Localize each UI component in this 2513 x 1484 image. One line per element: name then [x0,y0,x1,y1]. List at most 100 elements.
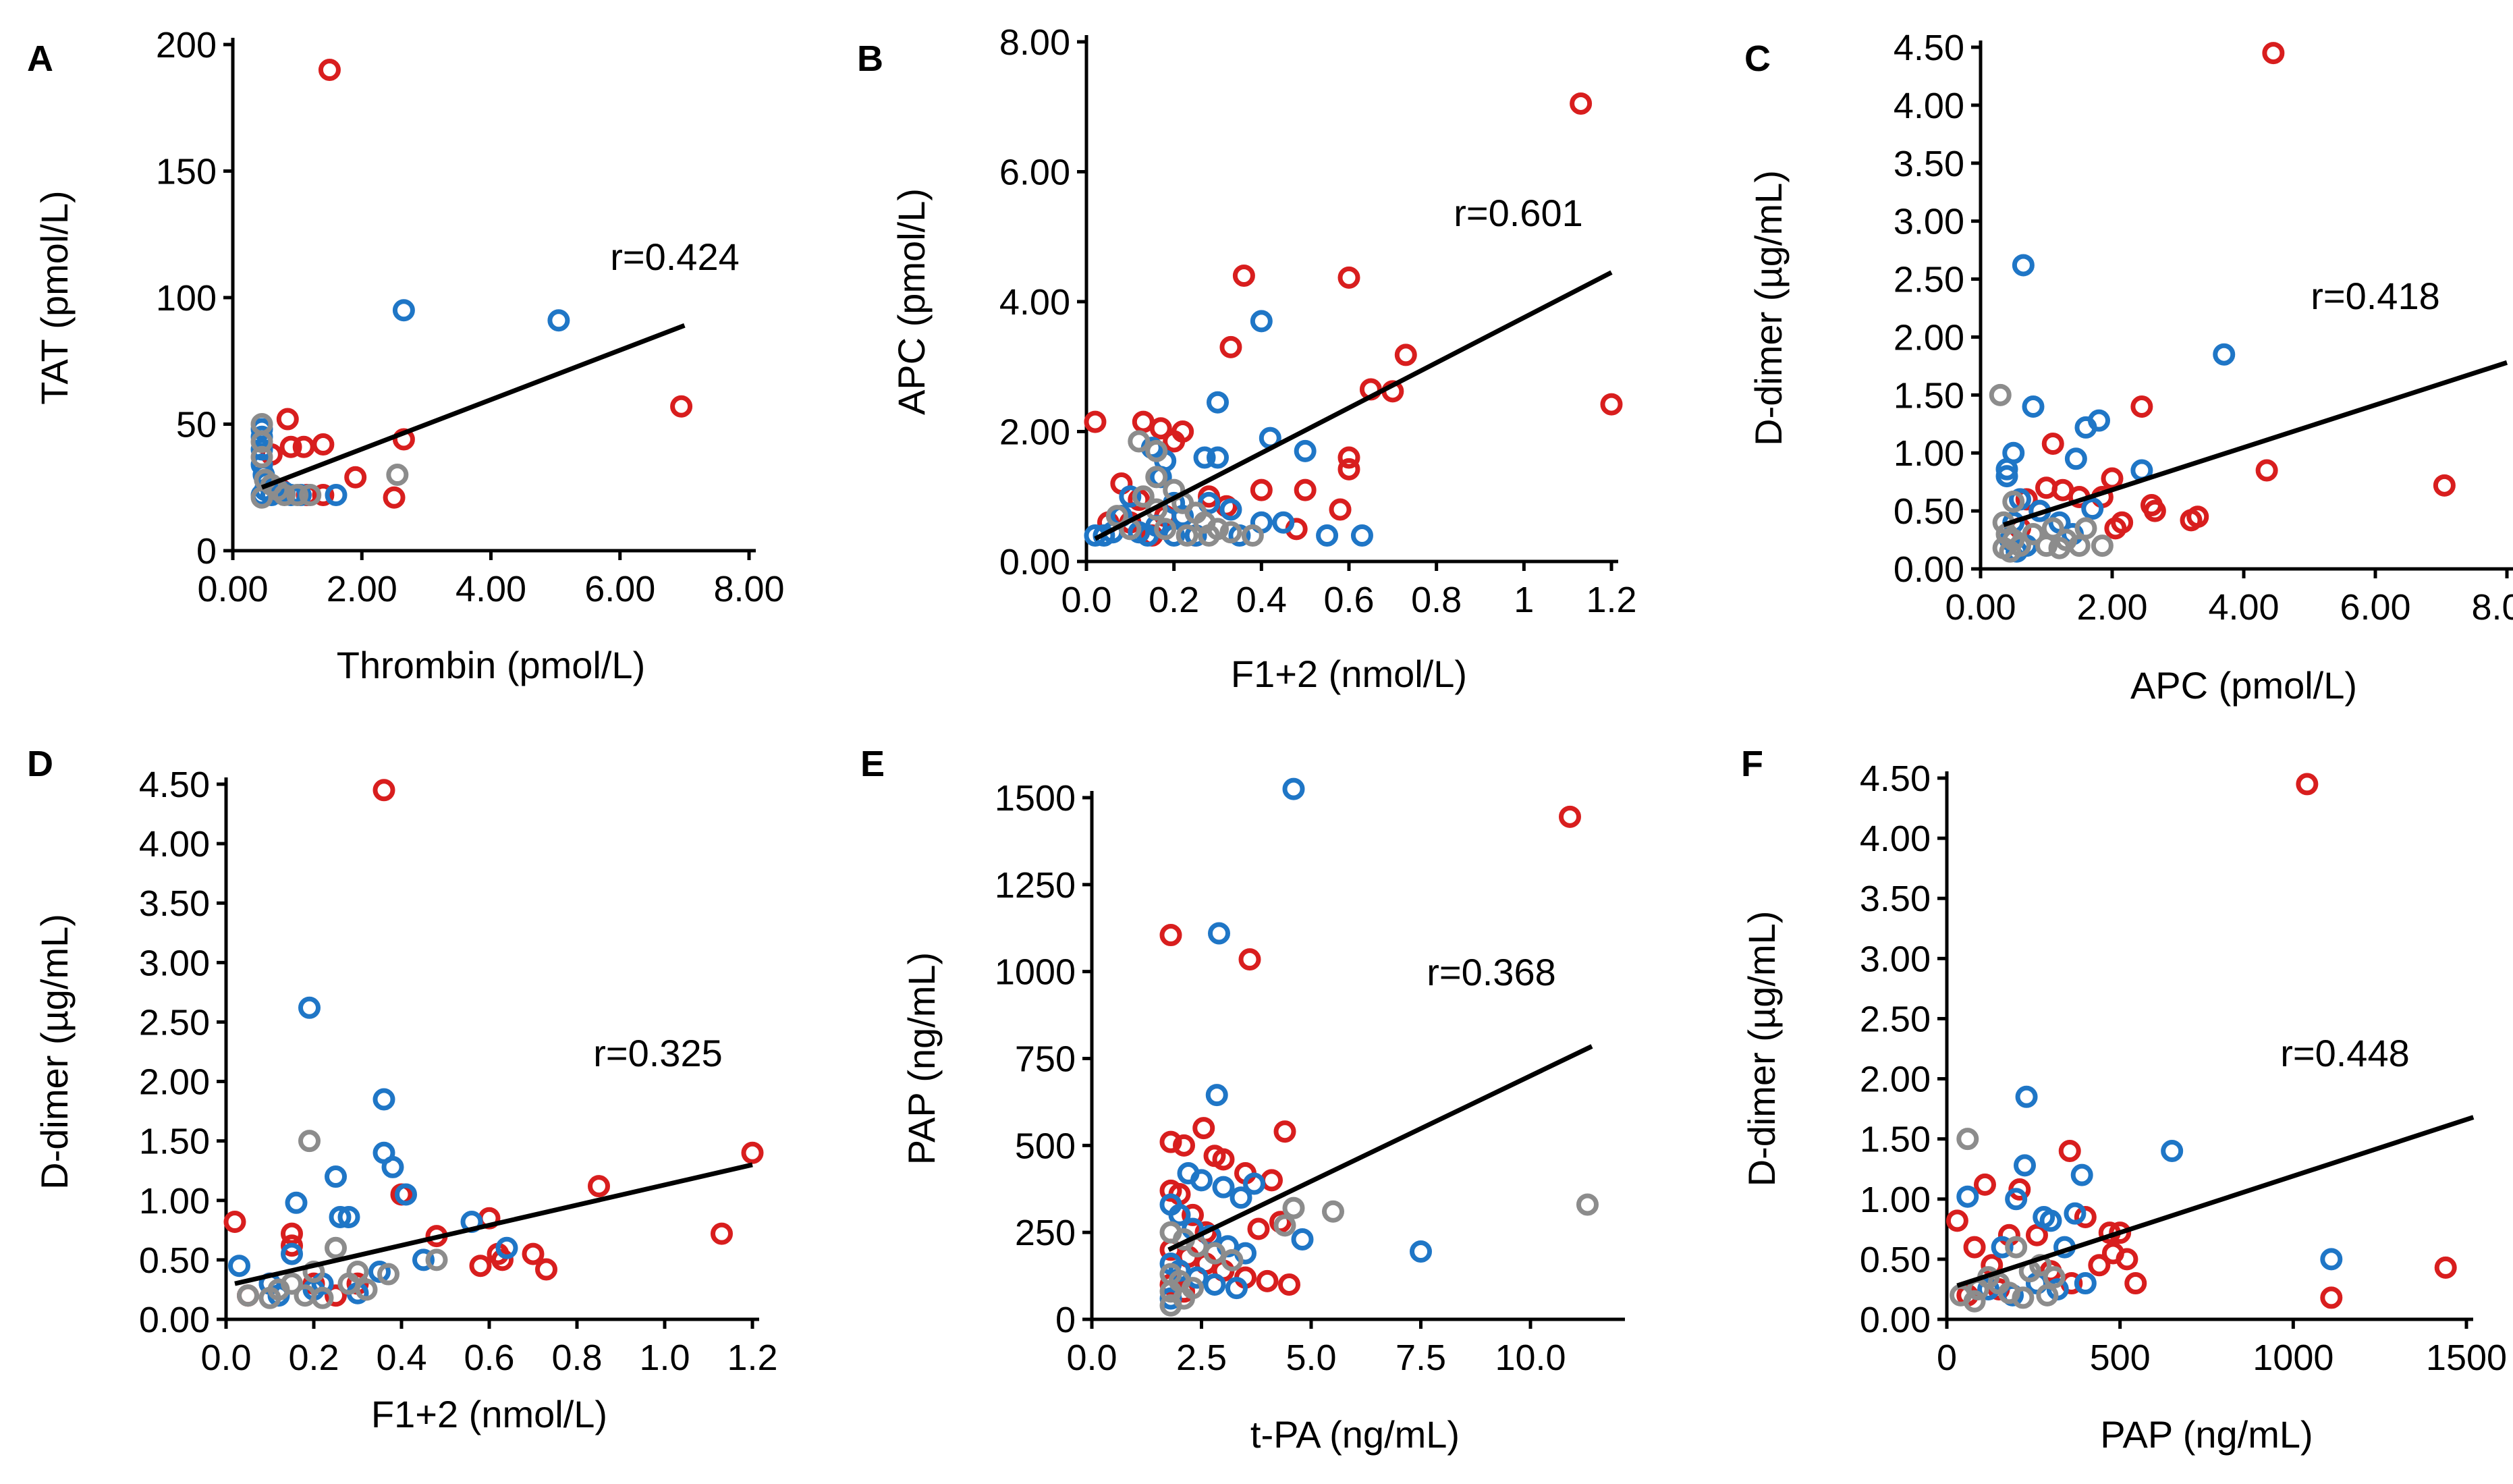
data-point-red [1261,1169,1283,1192]
data-point-blue [2088,409,2110,432]
y-tick-label: 1.00 [1894,433,1964,474]
data-point-red [2101,467,2124,490]
y-tick-label: 1.50 [139,1122,210,1162]
y-tick-label: 2.00 [1894,317,1964,358]
data-point-blue [412,1248,435,1271]
data-point-red [1256,1269,1279,1292]
data-point-red [318,59,341,81]
correlation-label: r=0.448 [2280,1032,2410,1074]
panel-letter: D [27,744,53,784]
data-point-red [1337,458,1360,480]
data-point-red [1219,335,1242,358]
data-point-blue [1168,1203,1191,1226]
x-axis-label: PAP (ng/mL) [2100,1413,2313,1456]
y-tick-label: 4.00 [999,282,1070,323]
correlation-label: r=0.424 [610,236,740,278]
data-point-blue [1207,446,1229,469]
y-tick-label: 6.00 [999,153,1070,193]
x-tick-label: 6.00 [584,569,655,609]
data-point-blue [1119,485,1142,508]
y-tick-label: 3.00 [1860,939,1931,979]
x-tick-label: 8.00 [2471,587,2513,628]
data-point-blue [1410,1240,1432,1263]
y-tick-label: 750 [1015,1039,1076,1080]
y-tick-label: 2.50 [1894,260,1964,300]
data-point-red [2141,494,2163,517]
x-tick-label: 1500 [2426,1338,2507,1378]
x-tick-label: 4.00 [455,569,526,609]
x-tick-label: 0.6 [1323,580,1374,620]
data-point-blue [325,484,348,506]
data-point-gray [1282,1197,1305,1219]
data-point-gray [250,486,273,509]
x-tick-label: 0 [1937,1338,1957,1378]
regression-line [2003,360,2508,528]
data-point-red [535,1258,557,1281]
y-tick-label: 4.00 [139,824,210,864]
x-tick-label: 0.4 [376,1338,426,1378]
y-tick-label: 3.00 [139,943,210,983]
data-point-blue [2161,1139,2184,1162]
data-point-red [491,1248,514,1271]
data-point-red [2255,459,2278,482]
y-tick-label: 4.00 [1894,86,1964,126]
correlation-label: r=0.601 [1454,192,1583,234]
data-point-blue [1225,1277,1248,1300]
data-point-red [1273,1120,1296,1143]
y-tick-label: 1250 [995,865,1076,906]
y-tick-label: 2.00 [999,412,1070,453]
y-tick-label: 0.50 [1894,491,1964,532]
data-point-gray [1145,439,1168,462]
x-axis-label: F1+2 (nmol/L) [1231,653,1467,695]
x-tick-label: 0.8 [1411,580,1462,620]
x-tick-label: 1.2 [727,1338,777,1378]
panel-d: D 0.00 0.50 1.00 1.50 2.00 2.50 3.00 3.50 4.00 4.5… [27,744,778,1435]
data-point-red [344,466,367,489]
data-point-gray [299,484,322,506]
panel-letter: F [1741,744,1763,784]
data-point-blue [2005,1188,2028,1211]
y-tick-label: 1.00 [139,1181,210,1221]
data-point-red [1963,1236,1986,1259]
data-point-red [279,435,302,458]
y-axis-label: D-dimer (µg/mL) [1747,170,1790,446]
data-point-red [2320,1286,2343,1309]
data-point-blue [2039,1209,2062,1232]
data-point-red [1329,498,1352,521]
data-point-blue [1291,1228,1314,1251]
y-tick-label: 0.50 [1860,1240,1931,1280]
x-tick-label: 4.00 [2208,587,2279,628]
y-tick-label: 2.00 [139,1062,210,1103]
y-tick-label: 500 [1015,1126,1076,1166]
data-point-red [2074,1206,2097,1229]
data-point-red [1232,265,1255,287]
data-point-gray [1132,485,1155,508]
data-point-blue [2320,1248,2343,1271]
data-point-red [1570,92,1593,115]
data-point-red [1149,417,1172,440]
data-point-blue [395,1183,417,1206]
data-point-gray [377,1263,399,1286]
data-point-blue [1294,439,1317,462]
y-tick-label: 4.00 [1860,819,1931,859]
data-point-blue [495,1236,518,1259]
y-tick-label: 1.50 [1860,1120,1931,1160]
data-point-gray [1154,518,1177,541]
data-point-blue [1205,1084,1228,1107]
y-tick-label: 3.50 [1894,144,1964,184]
data-point-red [1173,1134,1195,1157]
data-point-gray [1176,524,1198,547]
data-point-gray [1999,540,2022,563]
regression-line [1167,1044,1593,1253]
data-point-red [2051,478,2074,501]
data-point-gray [2005,1236,2028,1259]
data-point-gray [2074,517,2097,540]
panel-letter: C [1744,38,1771,79]
panel-a: A 0 50 100 150 200 0.00 2.00 4.00 6.00 8.00 Thrombi… [27,25,785,686]
data-point-red [276,408,299,431]
data-point-gray [2043,1266,2066,1289]
x-tick-label: 1 [1514,580,1534,620]
data-point-blue [2012,254,2035,277]
data-point-red [1159,924,1182,947]
x-tick-label: 0.0 [1066,1338,1117,1378]
